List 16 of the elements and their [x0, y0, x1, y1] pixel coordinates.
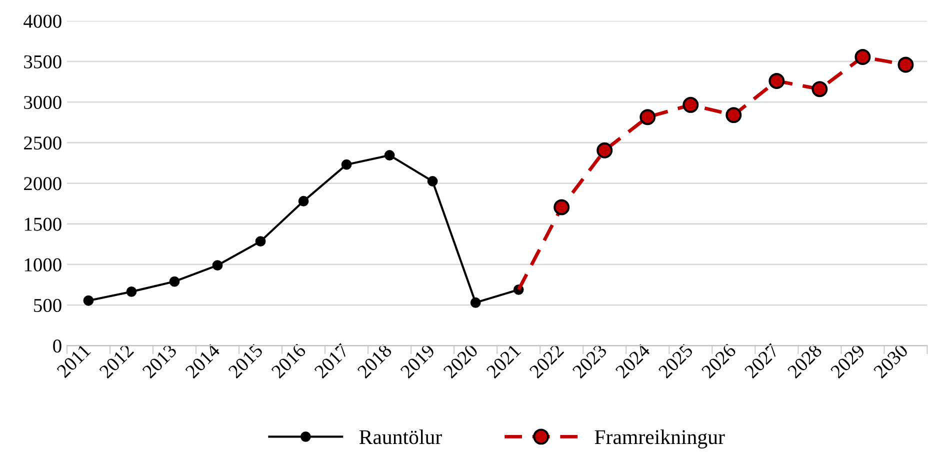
y-tick-label: 2000: [24, 177, 62, 190]
legend-label: Rauntölur: [359, 430, 442, 444]
y-tick-label: 4000: [24, 14, 62, 28]
y-tick-label: 3000: [24, 96, 62, 110]
x-tick-label: 2020: [442, 343, 478, 379]
legend-label: Framreikningur: [594, 430, 725, 448]
x-tick-label: 2029: [830, 343, 866, 379]
y-tick-label: 500: [34, 298, 62, 312]
y-tick-label: 1000: [24, 258, 62, 272]
y-tick-label: 3500: [24, 55, 62, 68]
y-tick-label: 1500: [24, 218, 62, 231]
x-tick-label: 2021: [486, 343, 522, 379]
x-tick-label: 2012: [98, 343, 134, 379]
y-tick-label: 2500: [24, 136, 62, 150]
x-tick-label: 2019: [400, 343, 436, 379]
x-tick-label: 2030: [872, 343, 909, 379]
